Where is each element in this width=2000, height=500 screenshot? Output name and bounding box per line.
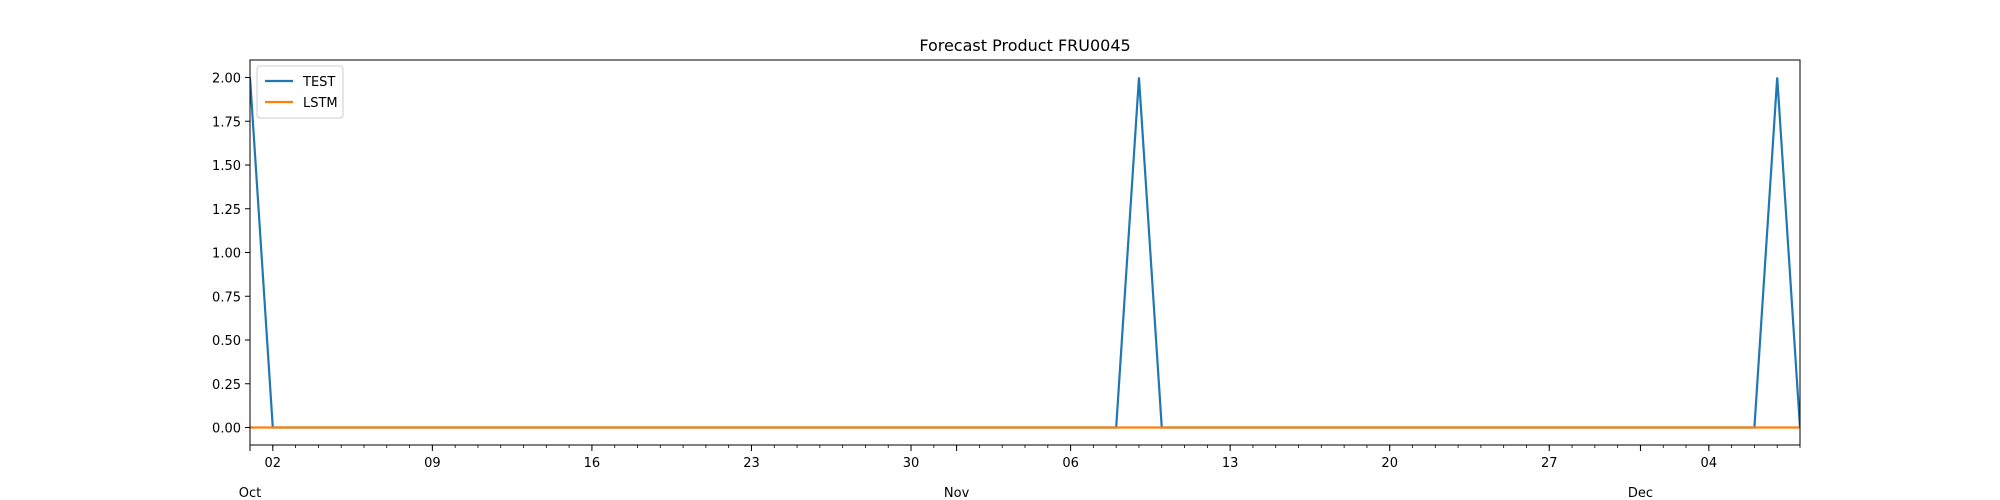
legend-box: [256, 65, 344, 119]
x-month-label: Oct: [239, 486, 261, 500]
x-tick-label: 13: [1222, 456, 1239, 471]
x-tick-label: 04: [1701, 456, 1718, 471]
x-tick-label: 02: [265, 456, 282, 471]
chart-title: Forecast Product FRU0045: [919, 36, 1130, 55]
series-line-test: [250, 77, 1800, 429]
x-month-label: Nov: [944, 486, 970, 500]
y-tick-label: 0.00: [212, 422, 241, 437]
legend-label-test: TEST: [302, 75, 335, 90]
x-tick-label: 23: [743, 456, 760, 471]
y-tick-label: 0.75: [212, 290, 241, 305]
y-tick-label: 1.00: [212, 247, 241, 262]
plot-frame: [249, 59, 1801, 446]
y-tick-label: 1.75: [212, 115, 241, 130]
x-month-label: Dec: [1628, 486, 1653, 500]
axes: 02 09 16 23 30 06 13 20 27 04 Oct Nov Dec 0.00 0.25 0.5…: [212, 59, 1801, 500]
x-tick-label: 16: [584, 456, 601, 471]
y-tick-label: 0.25: [212, 378, 241, 393]
plot-area: [250, 77, 1800, 429]
y-tick-label: 2.00: [212, 72, 241, 87]
x-tick-label: 06: [1062, 456, 1079, 471]
x-tick-label: 20: [1381, 456, 1398, 471]
x-tick-label: 27: [1541, 456, 1558, 471]
x-tick-label: 30: [903, 456, 920, 471]
x-tick-label: 09: [424, 456, 441, 471]
y-tick-label: 0.50: [212, 334, 241, 349]
legend: TEST LSTM: [256, 65, 344, 119]
legend-label-lstm: LSTM: [303, 96, 338, 111]
y-tick-label: 1.25: [212, 203, 241, 218]
y-tick-label: 1.50: [212, 159, 241, 174]
